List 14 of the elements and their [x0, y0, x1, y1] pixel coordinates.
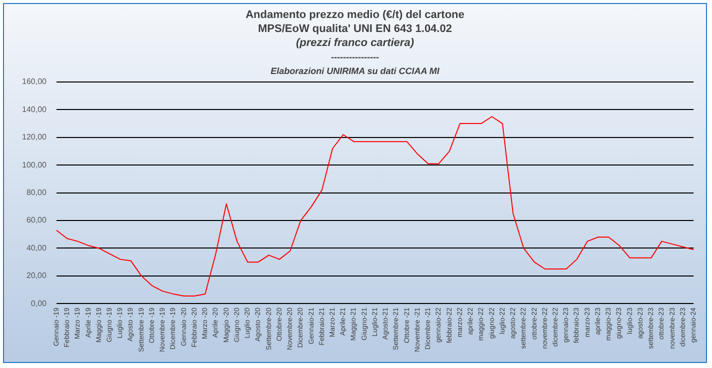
- chart-title: Andamento prezzo medio (€/t) del cartone: [244, 8, 466, 22]
- y-tick-label: 80,00: [26, 188, 48, 198]
- y-tick-label: 120,00: [22, 132, 48, 142]
- text: Elaborazioni UNIRIMA su dati CCIAA MI: [270, 65, 440, 78]
- text: (prezzi franco cartiera): [295, 36, 415, 50]
- y-tick-label: 60,00: [26, 216, 48, 225]
- y-tick-label: 0,00: [30, 298, 48, 308]
- y-tick-label: 40,00: [26, 243, 48, 252]
- y-tick-label: 140,00: [22, 104, 48, 114]
- y-tick-label: 100,00: [22, 160, 48, 170]
- text: ----------------: [330, 51, 380, 64]
- y-tick-label: 160,00: [22, 77, 48, 86]
- y-tick-label: 20,00: [26, 271, 48, 280]
- chart-subtitle: MPS/EoW qualita' UNI EN 643 1.04.02: [257, 22, 453, 36]
